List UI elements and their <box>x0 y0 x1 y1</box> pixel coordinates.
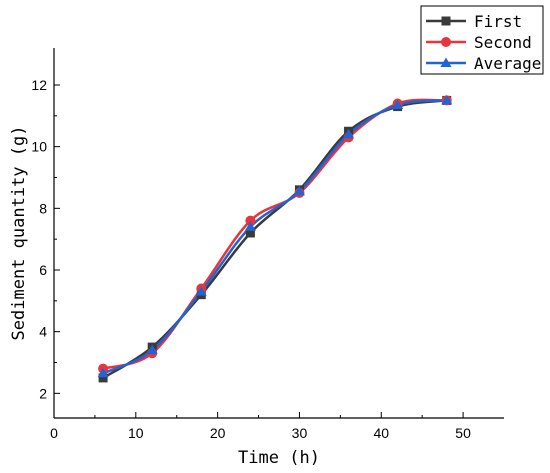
data-point-average <box>195 286 207 296</box>
x-tick-label: 30 <box>292 425 308 441</box>
data-point-average <box>343 128 355 139</box>
y-tick-label: 10 <box>31 139 47 155</box>
y-tick-label: 4 <box>39 324 47 340</box>
y-tick-label: 12 <box>31 77 47 93</box>
y-tick-label: 6 <box>39 262 47 278</box>
series-line-second <box>102 98 447 370</box>
data-point-average <box>146 344 158 355</box>
x-tick-label: 40 <box>373 425 389 441</box>
x-tick-label: 50 <box>455 425 471 441</box>
y-axis-title: Sediment quantity (g) <box>9 126 29 341</box>
data-point-second <box>245 215 256 226</box>
data-point-average <box>441 94 453 105</box>
x-axis-title: Time (h) <box>238 448 320 468</box>
axes <box>53 48 504 419</box>
data-point-average <box>293 185 305 196</box>
x-tick-label: 0 <box>50 425 58 441</box>
y-tick-label: 2 <box>39 385 47 401</box>
series-line-first <box>102 99 447 379</box>
data-point-first <box>245 228 255 238</box>
data-point-average <box>392 99 404 110</box>
series-line-average <box>102 99 447 375</box>
x-tick-label: 10 <box>128 425 144 441</box>
legend-marker-first <box>441 16 451 26</box>
legend-marker-second <box>441 37 451 47</box>
data-point-first <box>98 373 108 383</box>
legend-label-average: Average <box>474 54 541 73</box>
x-tick-label: 20 <box>210 425 226 441</box>
data-point-average <box>244 221 256 231</box>
data-point-average <box>97 367 109 378</box>
legend-label-first: First <box>474 12 522 31</box>
y-tick-label: 8 <box>39 200 47 216</box>
legend: First Second Average <box>420 5 544 75</box>
legend-marker-average <box>440 57 452 67</box>
legend-label-second: Second <box>474 33 532 52</box>
